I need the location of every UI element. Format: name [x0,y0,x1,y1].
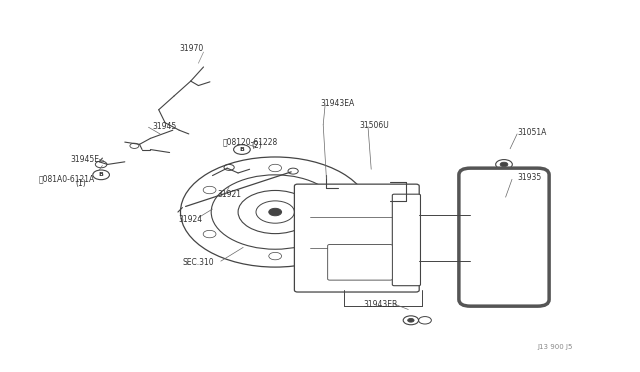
Text: 31935: 31935 [517,173,541,182]
Circle shape [269,208,282,216]
Circle shape [408,318,414,322]
Text: J13 900 J5: J13 900 J5 [538,344,573,350]
Text: 31506U: 31506U [360,121,389,130]
Text: Ⓑ08120-61228: Ⓑ08120-61228 [223,137,278,146]
FancyBboxPatch shape [294,184,419,292]
Circle shape [500,162,508,167]
Text: 31945E: 31945E [70,155,99,164]
Text: B: B [99,172,104,177]
Text: SEC.310: SEC.310 [182,258,214,267]
FancyBboxPatch shape [459,168,549,306]
Text: 31924: 31924 [178,215,202,224]
Text: (1): (1) [76,179,86,188]
Text: Ⓑ081A0-6121A: Ⓑ081A0-6121A [38,175,95,184]
Text: 31945: 31945 [152,122,177,131]
Text: 31051A: 31051A [517,128,547,137]
Text: 31921: 31921 [218,190,242,199]
Text: 31943EA: 31943EA [320,99,355,108]
Text: (2): (2) [251,141,262,150]
Text: 31943EB: 31943EB [364,300,397,309]
Text: B: B [239,147,244,152]
FancyBboxPatch shape [328,244,392,280]
Text: 31970: 31970 [180,44,204,53]
FancyBboxPatch shape [392,194,420,286]
